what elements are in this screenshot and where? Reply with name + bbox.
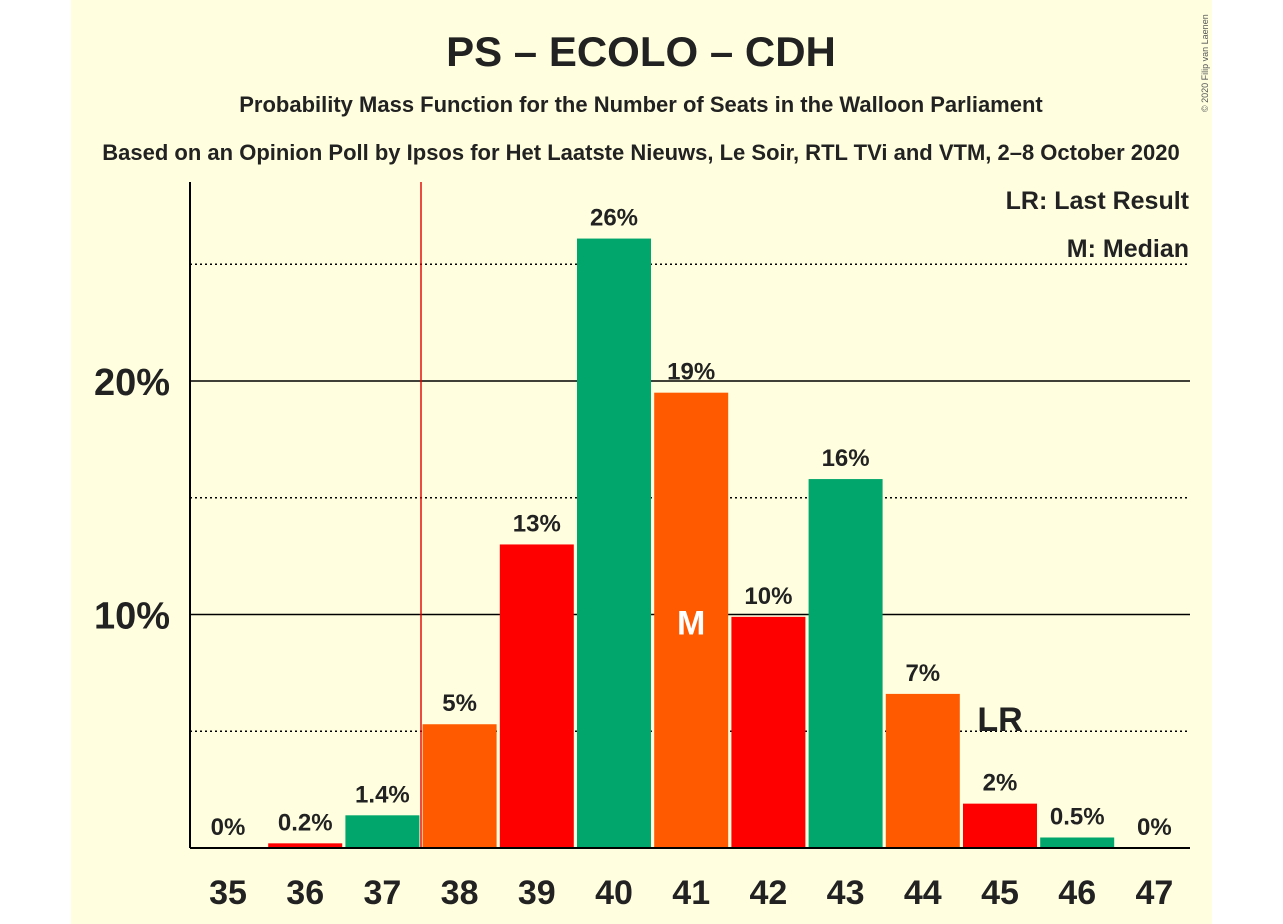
x-tick-label: 46 <box>1058 874 1096 912</box>
x-tick-label: 35 <box>209 874 247 912</box>
data-label-46: 0.5% <box>1050 803 1105 830</box>
data-label-36: 0.2% <box>278 809 333 836</box>
bar-42 <box>731 616 806 848</box>
data-label-42: 10% <box>744 583 792 610</box>
bar-43 <box>808 479 883 848</box>
axes: 10% 20% 35 36 37 38 39 40 41 42 43 44 45 46 47 <box>94 182 1190 912</box>
bar-38 <box>422 724 497 848</box>
bar-36 <box>268 843 343 848</box>
data-labels: 0% 0.2% 1.4% 5% 13% 26% 19% 10% 16% 7% 2% 0.5% 0% M LR <box>211 205 1172 841</box>
bar-45 <box>963 803 1037 848</box>
bar-41 <box>654 392 729 848</box>
legend-last-result: LR: Last Result <box>1006 187 1190 215</box>
copyright-note: © 2020 Filip van Laenen <box>1200 14 1210 112</box>
x-tick-label: 36 <box>286 874 324 912</box>
chart-subtitle-source: Based on an Opinion Poll by Ipsos for He… <box>102 140 1179 165</box>
data-label-45: 2% <box>983 770 1018 797</box>
bar-39 <box>499 544 574 848</box>
x-tick-label: 39 <box>518 874 556 912</box>
median-marker: M <box>677 605 705 643</box>
data-label-39: 13% <box>513 510 561 537</box>
chart-subtitle: Probability Mass Function for the Number… <box>239 92 1043 117</box>
y-tick-label: 20% <box>94 362 170 404</box>
bar-44 <box>885 693 960 848</box>
x-tick-label: 43 <box>827 874 865 912</box>
x-tick-label: 38 <box>441 874 479 912</box>
x-tick-label: 45 <box>981 874 1019 912</box>
bars <box>268 238 1115 848</box>
x-tick-label: 41 <box>672 874 710 912</box>
x-tick-label: 37 <box>363 874 401 912</box>
x-tick-label: 44 <box>904 874 942 912</box>
data-label-40: 26% <box>590 205 638 232</box>
data-label-47: 0% <box>1137 814 1172 841</box>
last-result-marker: LR <box>977 701 1022 739</box>
x-tick-label: 40 <box>595 874 633 912</box>
chart-title: PS – ECOLO – CDH <box>446 28 836 75</box>
x-tick-label: 42 <box>749 874 787 912</box>
data-label-37: 1.4% <box>355 781 410 808</box>
y-tick-label: 10% <box>94 596 170 638</box>
data-label-43: 16% <box>822 445 870 472</box>
data-label-35: 0% <box>211 814 246 841</box>
bar-37 <box>345 815 420 848</box>
data-label-38: 5% <box>442 690 477 717</box>
data-label-41: 19% <box>667 359 715 386</box>
x-tick-label: 47 <box>1135 874 1173 912</box>
bar-40 <box>577 238 651 848</box>
data-label-44: 7% <box>905 660 940 687</box>
legend-median: M: Median <box>1067 235 1189 263</box>
bar-46 <box>1040 837 1115 848</box>
